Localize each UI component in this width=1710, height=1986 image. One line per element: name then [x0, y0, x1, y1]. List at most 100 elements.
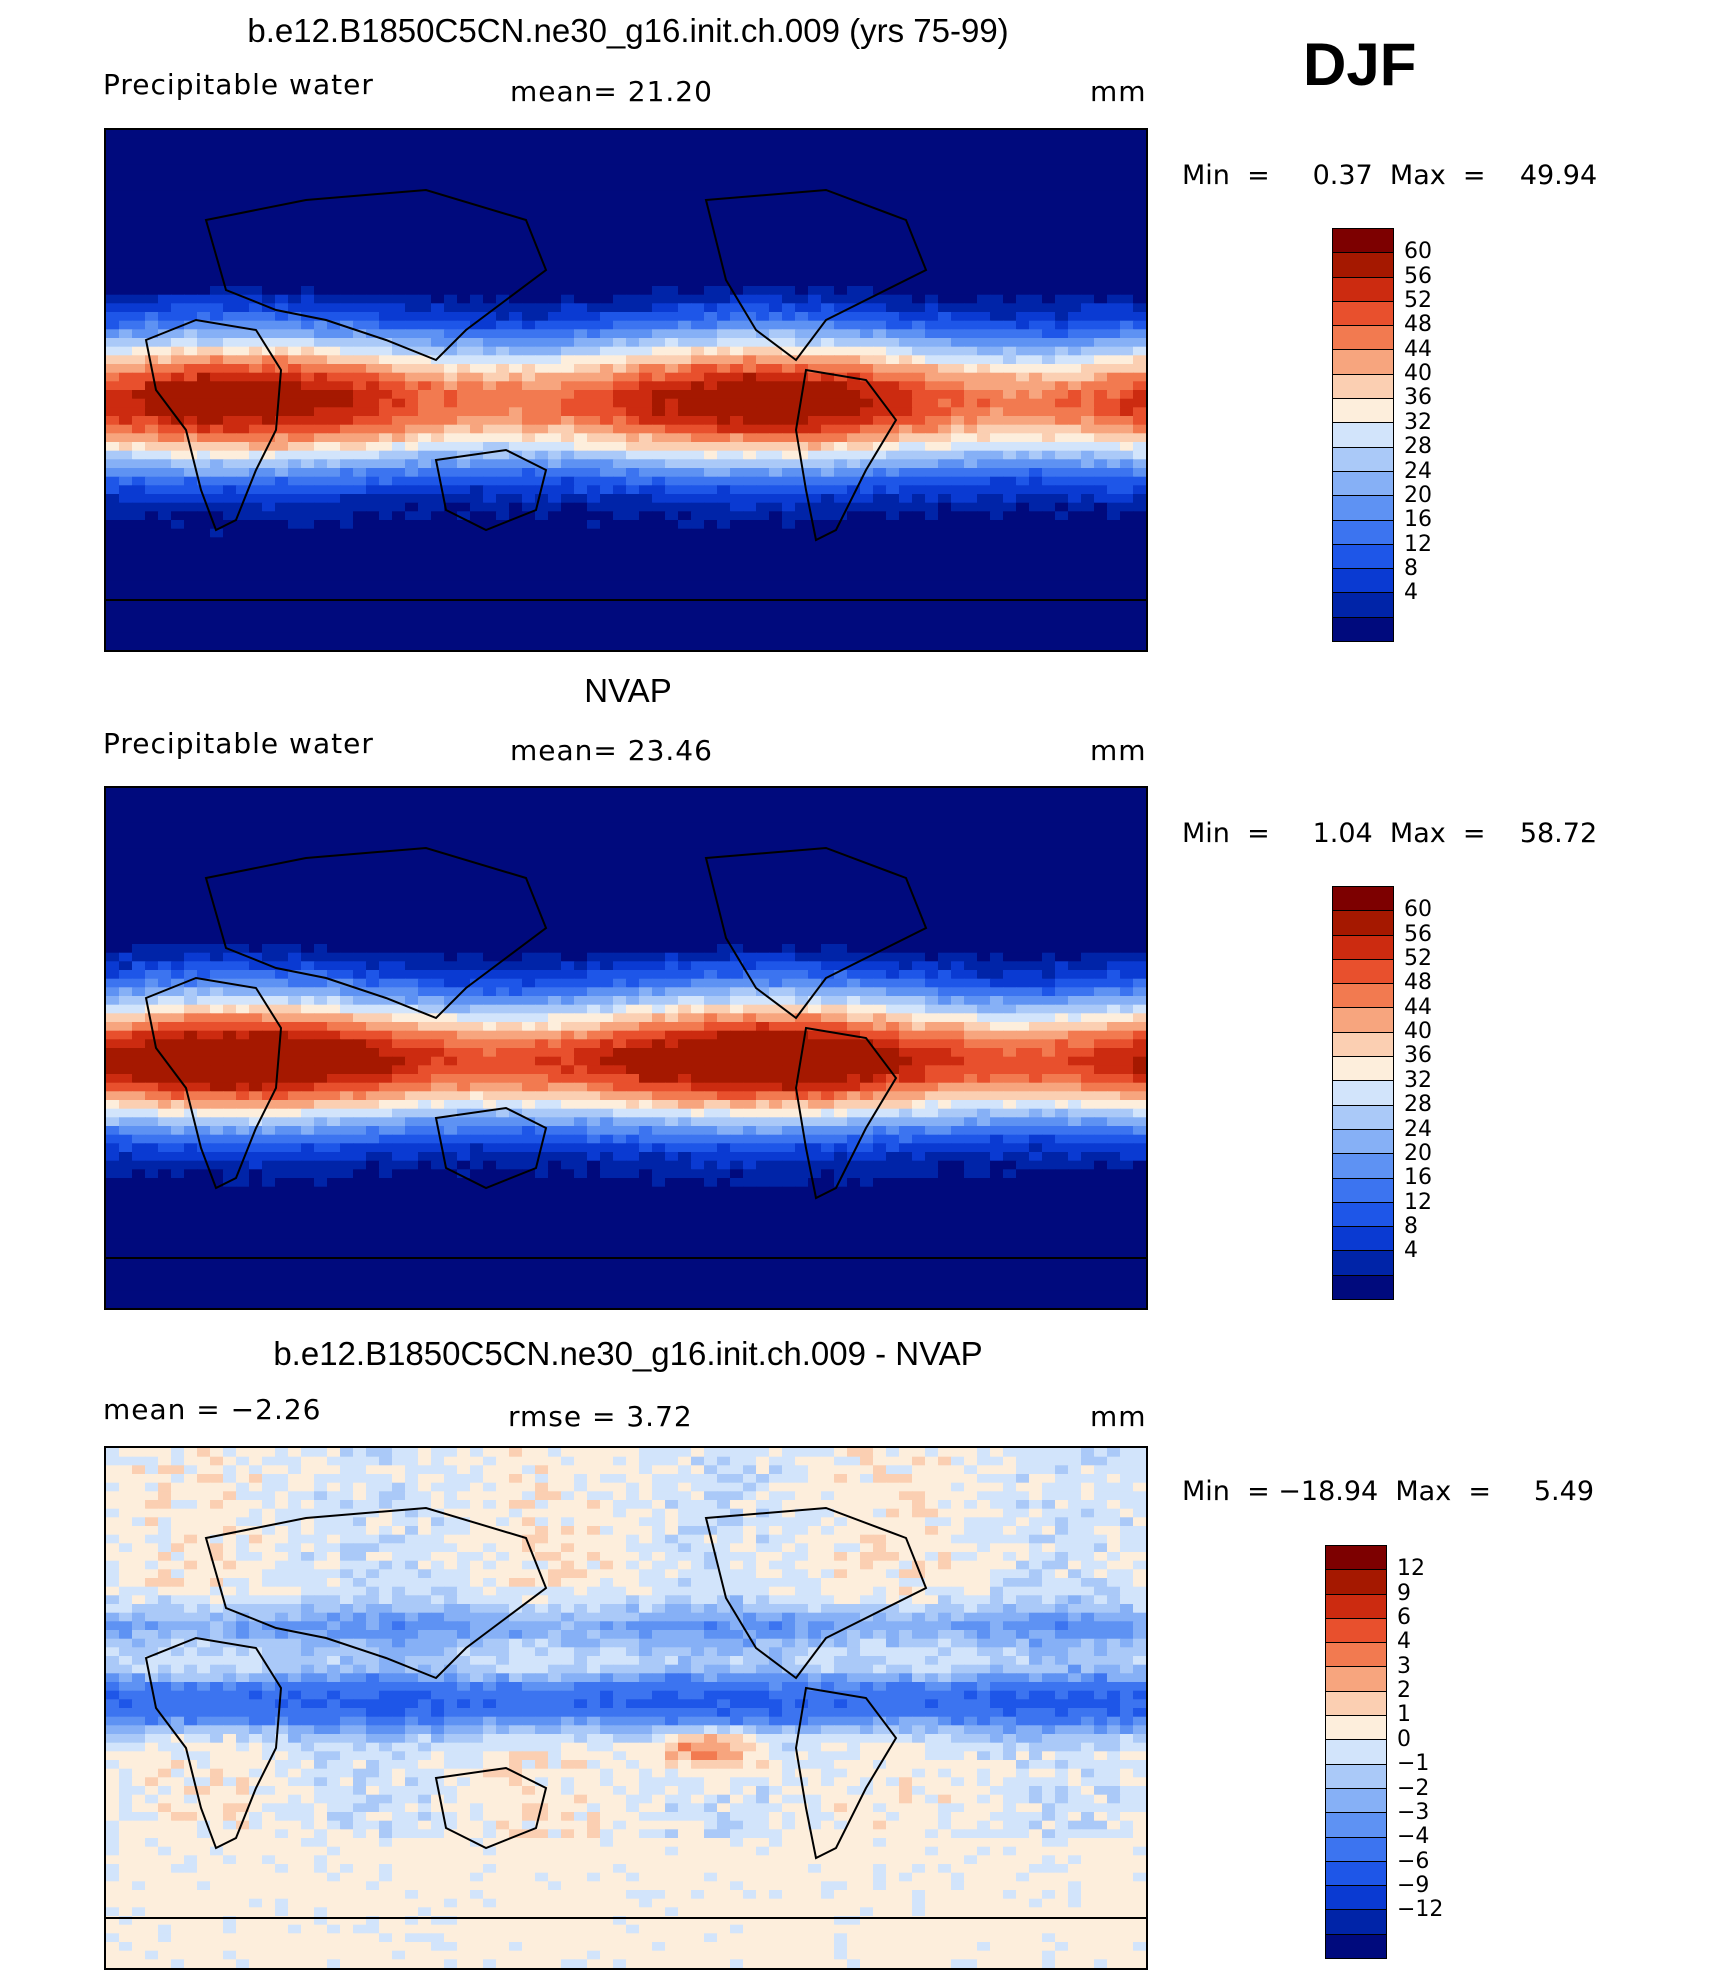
colorbar-swatch	[1326, 1764, 1386, 1789]
colorbar-tick-label: 20	[1404, 482, 1432, 508]
colorbar-tick-label: 48	[1404, 970, 1432, 996]
colorbar-tick-label: 16	[1404, 507, 1432, 533]
colorbar-tick-label: 20	[1404, 1140, 1432, 1166]
colorbar-tick-label: 60	[1404, 239, 1432, 265]
colorbar-tick-label: 36	[1404, 1043, 1432, 1069]
colorbar-swatch	[1326, 1861, 1386, 1887]
colorbar-tick-label: 32	[1404, 409, 1432, 435]
colorbar-tick-label: −12	[1397, 1897, 1444, 1923]
colorbar-swatch	[1333, 253, 1393, 278]
colorbar-swatch	[1333, 593, 1393, 618]
colorbar-tick-label: 44	[1404, 994, 1432, 1020]
colorbar-swatch	[1326, 1910, 1386, 1935]
colorbar-swatch	[1333, 277, 1393, 302]
colorbar-swatch	[1333, 326, 1393, 351]
colorbar-swatch	[1333, 1202, 1393, 1228]
colorbar-swatch	[1326, 1740, 1386, 1765]
colorbar-tick-label: 4	[1397, 1629, 1411, 1655]
colorbar-tick-label: 8	[1404, 1213, 1418, 1239]
colorbar	[1332, 228, 1394, 642]
units-label: mm	[1090, 734, 1147, 767]
colorbar-tick-label: 12	[1404, 1189, 1432, 1215]
colorbar-swatch	[1326, 1643, 1386, 1668]
colorbar-tick-label: 9	[1397, 1580, 1411, 1606]
colorbar-swatch	[1333, 1251, 1393, 1276]
colorbar-swatch	[1326, 1934, 1386, 1959]
colorbar-swatch	[1333, 1081, 1393, 1106]
colorbar-swatch	[1326, 1788, 1386, 1814]
colorbar-swatch	[1326, 1813, 1386, 1838]
colorbar	[1332, 886, 1394, 1300]
colorbar-swatch	[1333, 569, 1393, 594]
colorbar-swatch	[1333, 1275, 1393, 1300]
colorbar-swatch	[1333, 1129, 1393, 1155]
colorbar-tick-label: 40	[1404, 1019, 1432, 1045]
colorbar-swatch	[1333, 520, 1393, 545]
colorbar-tick-label: 6	[1397, 1605, 1411, 1631]
panel-title: NVAP	[584, 672, 672, 709]
colorbar-swatch	[1333, 544, 1393, 570]
colorbar-tick-label: 56	[1404, 263, 1432, 289]
colorbar-tick-label: 28	[1404, 434, 1432, 460]
colorbar-swatch	[1333, 887, 1393, 912]
units-label: mm	[1090, 1400, 1147, 1433]
season-label: DJF	[1303, 31, 1417, 98]
colorbar-tick-label: 44	[1404, 336, 1432, 362]
min-max-label: Min = 0.37 Max = 49.94	[1182, 160, 1598, 191]
colorbar-tick-label: 48	[1404, 312, 1432, 338]
colorbar-tick-label: −9	[1397, 1872, 1430, 1898]
colorbar-swatch	[1333, 229, 1393, 254]
colorbar-swatch	[1333, 1105, 1393, 1130]
colorbar-swatch	[1333, 423, 1393, 448]
colorbar-swatch	[1333, 911, 1393, 936]
colorbar-swatch	[1333, 1032, 1393, 1058]
colorbar-swatch	[1326, 1667, 1386, 1692]
colorbar-swatch	[1333, 1227, 1393, 1252]
colorbar-swatch	[1326, 1837, 1386, 1862]
mean-label: mean = −2.26	[103, 1393, 322, 1426]
colorbar-tick-label: 24	[1404, 458, 1432, 484]
colorbar-swatch	[1333, 374, 1393, 400]
variable-label: Precipitable water	[103, 68, 374, 101]
colorbar-tick-label: −1	[1397, 1751, 1430, 1777]
mean-label: mean= 23.46	[510, 734, 713, 767]
mean-label: mean= 21.20	[510, 75, 713, 108]
colorbar-tick-label: 16	[1404, 1165, 1432, 1191]
contour-map	[104, 128, 1148, 652]
colorbar-swatch	[1333, 1008, 1393, 1033]
colorbar-tick-label: 40	[1404, 361, 1432, 387]
colorbar-swatch	[1333, 1154, 1393, 1179]
colorbar-tick-label: 0	[1397, 1726, 1411, 1752]
rmse-label: rmse = 3.72	[508, 1400, 693, 1433]
colorbar-swatch	[1333, 984, 1393, 1009]
colorbar-tick-label: 56	[1404, 921, 1432, 947]
colorbar-swatch	[1333, 1178, 1393, 1203]
colorbar-tick-label: 12	[1397, 1556, 1425, 1582]
colorbar-tick-label: −3	[1397, 1799, 1430, 1825]
colorbar-swatch	[1333, 471, 1393, 497]
variable-label: Precipitable water	[103, 727, 374, 760]
colorbar-tick-label: 32	[1404, 1067, 1432, 1093]
colorbar-swatch	[1326, 1886, 1386, 1911]
colorbar-swatch	[1333, 617, 1393, 642]
colorbar-swatch	[1326, 1618, 1386, 1644]
colorbar-tick-label: 12	[1404, 531, 1432, 557]
units-label: mm	[1090, 75, 1147, 108]
contour-map	[104, 786, 1148, 1310]
colorbar-swatch	[1326, 1570, 1386, 1595]
colorbar-tick-label: 36	[1404, 385, 1432, 411]
colorbar-tick-label: 52	[1404, 946, 1432, 972]
panel-title: b.e12.B1850C5CN.ne30_g16.init.ch.009 (yr…	[247, 12, 1009, 49]
colorbar-tick-label: 24	[1404, 1116, 1432, 1142]
colorbar-tick-label: −6	[1397, 1848, 1430, 1874]
colorbar-tick-label: 3	[1397, 1653, 1411, 1679]
colorbar-swatch	[1333, 1057, 1393, 1082]
colorbar-tick-label: −2	[1397, 1775, 1430, 1801]
colorbar-swatch	[1333, 935, 1393, 960]
colorbar	[1325, 1545, 1387, 1959]
min-max-label: Min = 1.04 Max = 58.72	[1182, 818, 1598, 849]
colorbar-swatch	[1326, 1691, 1386, 1717]
colorbar-tick-label: −4	[1397, 1824, 1430, 1850]
colorbar-swatch	[1333, 496, 1393, 521]
colorbar-tick-label: 1	[1397, 1702, 1411, 1728]
